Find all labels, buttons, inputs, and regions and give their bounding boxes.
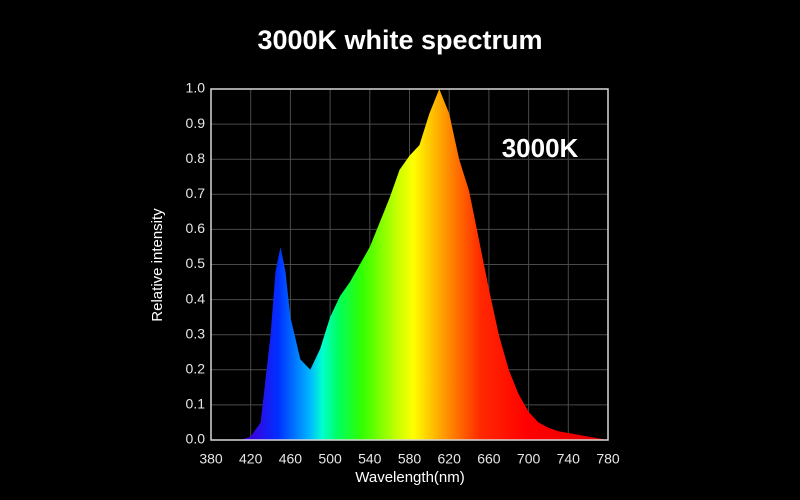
y-tick-label: 0.8 <box>186 150 206 166</box>
x-tick-label: 660 <box>477 451 501 467</box>
y-tick-label: 0.6 <box>186 220 206 236</box>
y-tick-label: 0.9 <box>186 115 206 131</box>
annotation: 3000K <box>502 133 579 163</box>
y-tick-label: 0.4 <box>186 290 206 306</box>
x-tick-label: 420 <box>239 451 263 467</box>
x-tick-label: 380 <box>199 451 223 467</box>
y-tick-label: 0.1 <box>186 396 206 412</box>
y-tick-label: 1.0 <box>186 80 206 96</box>
x-tick-label: 620 <box>438 451 462 467</box>
plot-area <box>210 88 609 441</box>
x-tick-label: 460 <box>279 451 303 467</box>
x-tick-label: 740 <box>557 451 581 467</box>
chart-title: 3000K white spectrum <box>257 25 542 55</box>
y-tick-label: 0.5 <box>186 255 206 271</box>
x-tick-label: 700 <box>517 451 541 467</box>
y-tick-label: 0.7 <box>186 185 206 201</box>
x-tick-label: 780 <box>596 451 620 467</box>
x-tick-label: 500 <box>318 451 342 467</box>
x-axis-label: Wavelength(nm) <box>355 469 464 486</box>
x-tick-label: 540 <box>358 451 382 467</box>
y-axis-label: Relative intensity <box>149 208 166 322</box>
y-tick-label: 0.0 <box>186 431 206 447</box>
plot-frame <box>210 88 609 441</box>
spectrum-area <box>211 89 608 440</box>
y-tick-label: 0.3 <box>186 325 206 341</box>
y-tick-label: 0.2 <box>186 361 206 377</box>
x-tick-label: 580 <box>398 451 422 467</box>
